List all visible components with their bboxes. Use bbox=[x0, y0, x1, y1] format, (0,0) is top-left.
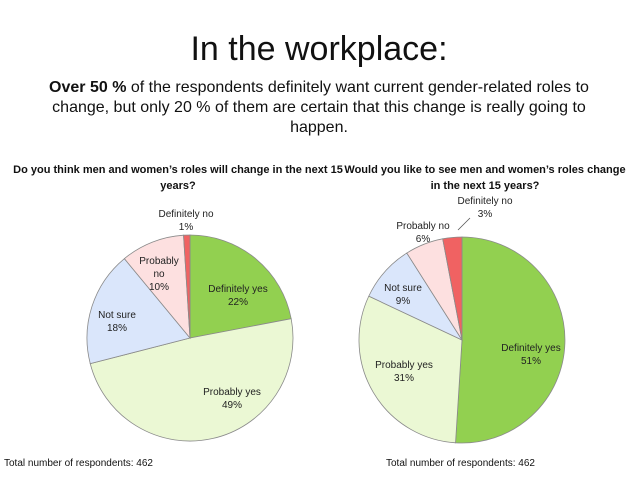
left-chart-respondents: Total number of respondents: 462 bbox=[4, 458, 153, 469]
chart1-slice-definitely-no bbox=[183, 234, 191, 339]
slide-subtitle: Over 50 % of the respondents definitely … bbox=[40, 78, 598, 138]
chart2-slice-definitely-yes bbox=[455, 236, 566, 444]
chart2-slice-label-probably-no: Probably no bbox=[396, 221, 450, 232]
chart1-slice-label-probably-no: Probably bbox=[139, 256, 178, 267]
chart1-value-label-probably-no: 10% bbox=[149, 282, 169, 293]
chart2-value-label-not-sure: 9% bbox=[396, 296, 411, 307]
chart2-value-label-probably-no: 6% bbox=[416, 234, 431, 245]
chart1-slice-definitely-yes bbox=[189, 234, 292, 339]
left-chart-title: Do you think men and women’s roles will … bbox=[13, 164, 343, 192]
chart1-slice-label-probably-no: no bbox=[153, 269, 165, 280]
chart2-value-label-definitely-yes: 51% bbox=[521, 356, 541, 367]
chart2-slice-definitely-no bbox=[442, 236, 463, 341]
chart1-value-label-definitely-no: 1% bbox=[179, 222, 194, 233]
chart2-slice-label-probably-yes: Probably yes bbox=[375, 360, 433, 371]
chart1-slice-label-probably-yes: Probably yes bbox=[203, 387, 261, 398]
chart2-value-label-definitely-no: 3% bbox=[478, 209, 493, 220]
chart1-value-label-definitely-yes: 22% bbox=[228, 297, 248, 308]
chart2-leader-line bbox=[457, 217, 471, 231]
slide-title: In the workplace: bbox=[190, 30, 448, 68]
right-chart-respondents: Total number of respondents: 462 bbox=[386, 458, 535, 469]
right-chart-title: Would you like to see men and women’s ro… bbox=[344, 164, 626, 192]
chart1-slice-label-not-sure: Not sure bbox=[98, 310, 136, 321]
chart1-slice-not-sure bbox=[86, 258, 191, 365]
chart1-slice-label-definitely-yes: Definitely yes bbox=[208, 284, 267, 295]
chart2-slice-label-definitely-yes: Definitely yes bbox=[501, 343, 560, 354]
chart1-slice-probably-yes bbox=[89, 318, 294, 442]
subtitle-highlight: Over 50 % bbox=[49, 79, 127, 96]
chart2-slice-label-definitely-no: Definitely no bbox=[457, 196, 512, 207]
chart1-value-label-probably-yes: 49% bbox=[222, 400, 242, 411]
chart2-value-label-probably-yes: 31% bbox=[394, 373, 414, 384]
chart1-slice-label-definitely-no: Definitely no bbox=[158, 209, 213, 220]
chart1-value-label-not-sure: 18% bbox=[107, 323, 127, 334]
chart2-slice-label-not-sure: Not sure bbox=[384, 283, 422, 294]
subtitle-text: of the respondents definitely want curre… bbox=[52, 79, 589, 136]
chart2-slice-probably-yes bbox=[358, 295, 463, 444]
